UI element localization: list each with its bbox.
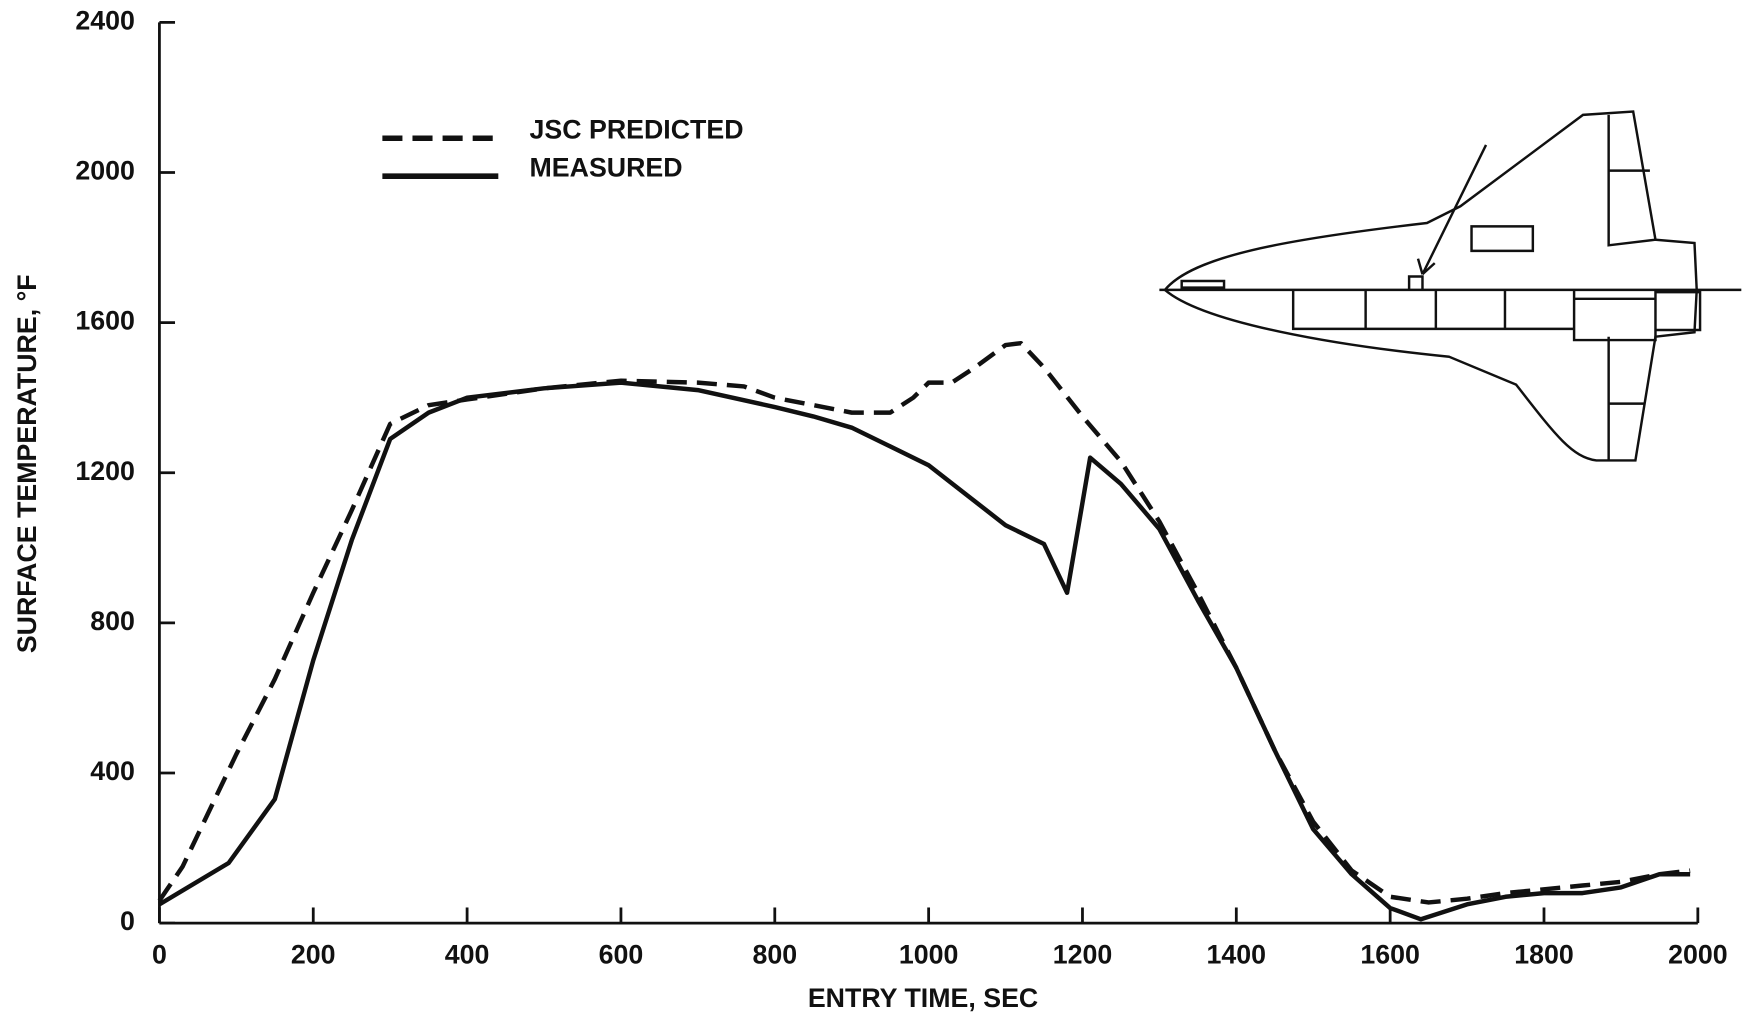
y-tick-label: 2000 [75,156,135,186]
x-tick-label: 1800 [1514,940,1574,970]
y-axis-label: SURFACE TEMPERATURE, °F [12,274,42,653]
y-tick-label: 1600 [75,306,135,336]
x-tick-label: 400 [445,940,490,970]
x-tick-label: 1400 [1207,940,1267,970]
series-line [158,380,1691,922]
shuttle-diagram [1159,110,1742,462]
legend-label: MEASURED [530,153,683,183]
x-tick-label: 1600 [1360,940,1420,970]
x-tick-label: 600 [599,940,644,970]
x-tick-label: 200 [291,940,336,970]
x-axis-label: ENTRY TIME, SEC [808,983,1038,1013]
x-tick-label: 800 [752,940,797,970]
y-tick-label: 0 [120,906,135,936]
x-tick-label: 2000 [1668,940,1728,970]
y-tick-label: 800 [90,606,135,636]
series-line [157,340,1691,905]
x-tick-label: 1200 [1053,940,1113,970]
legend-label: JSC PREDICTED [530,115,744,145]
y-tick-label: 400 [90,756,135,786]
x-tick-label: 1000 [899,940,959,970]
y-tick-label: 1200 [75,456,135,486]
y-tick-label: 2400 [75,5,135,35]
x-tick-label: 0 [152,940,167,970]
